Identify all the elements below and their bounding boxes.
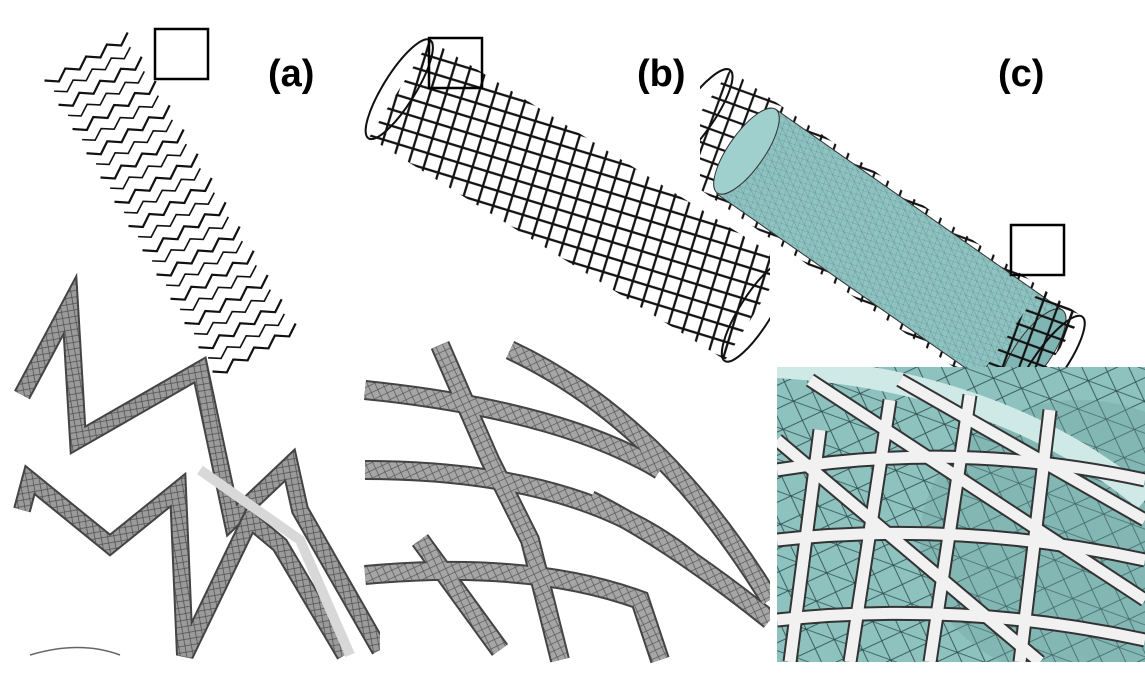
braided-strut-closeup <box>363 340 770 664</box>
zoom-box <box>1009 223 1066 277</box>
zoom-box <box>153 27 210 81</box>
panel-label-a: (a) <box>268 53 315 95</box>
zoom-box <box>427 36 484 90</box>
stent-with-artery-figure <box>700 68 1145 662</box>
panel-label-b: (b) <box>637 53 686 95</box>
stent-artery-overview <box>700 68 1086 414</box>
braided-stent-figure <box>363 36 770 664</box>
zigzag-stent-overview <box>44 27 297 374</box>
zigzag-strut-closeup <box>13 272 380 660</box>
braided-stent-overview <box>364 36 770 363</box>
panel-a: (a) <box>0 0 380 679</box>
panel-c: (c) <box>700 0 1145 679</box>
zigzag-stent-figure <box>13 27 380 660</box>
panel-label-c: (c) <box>998 53 1045 95</box>
stent-artery-closeup <box>777 367 1145 662</box>
panel-b: (b) <box>360 0 770 679</box>
